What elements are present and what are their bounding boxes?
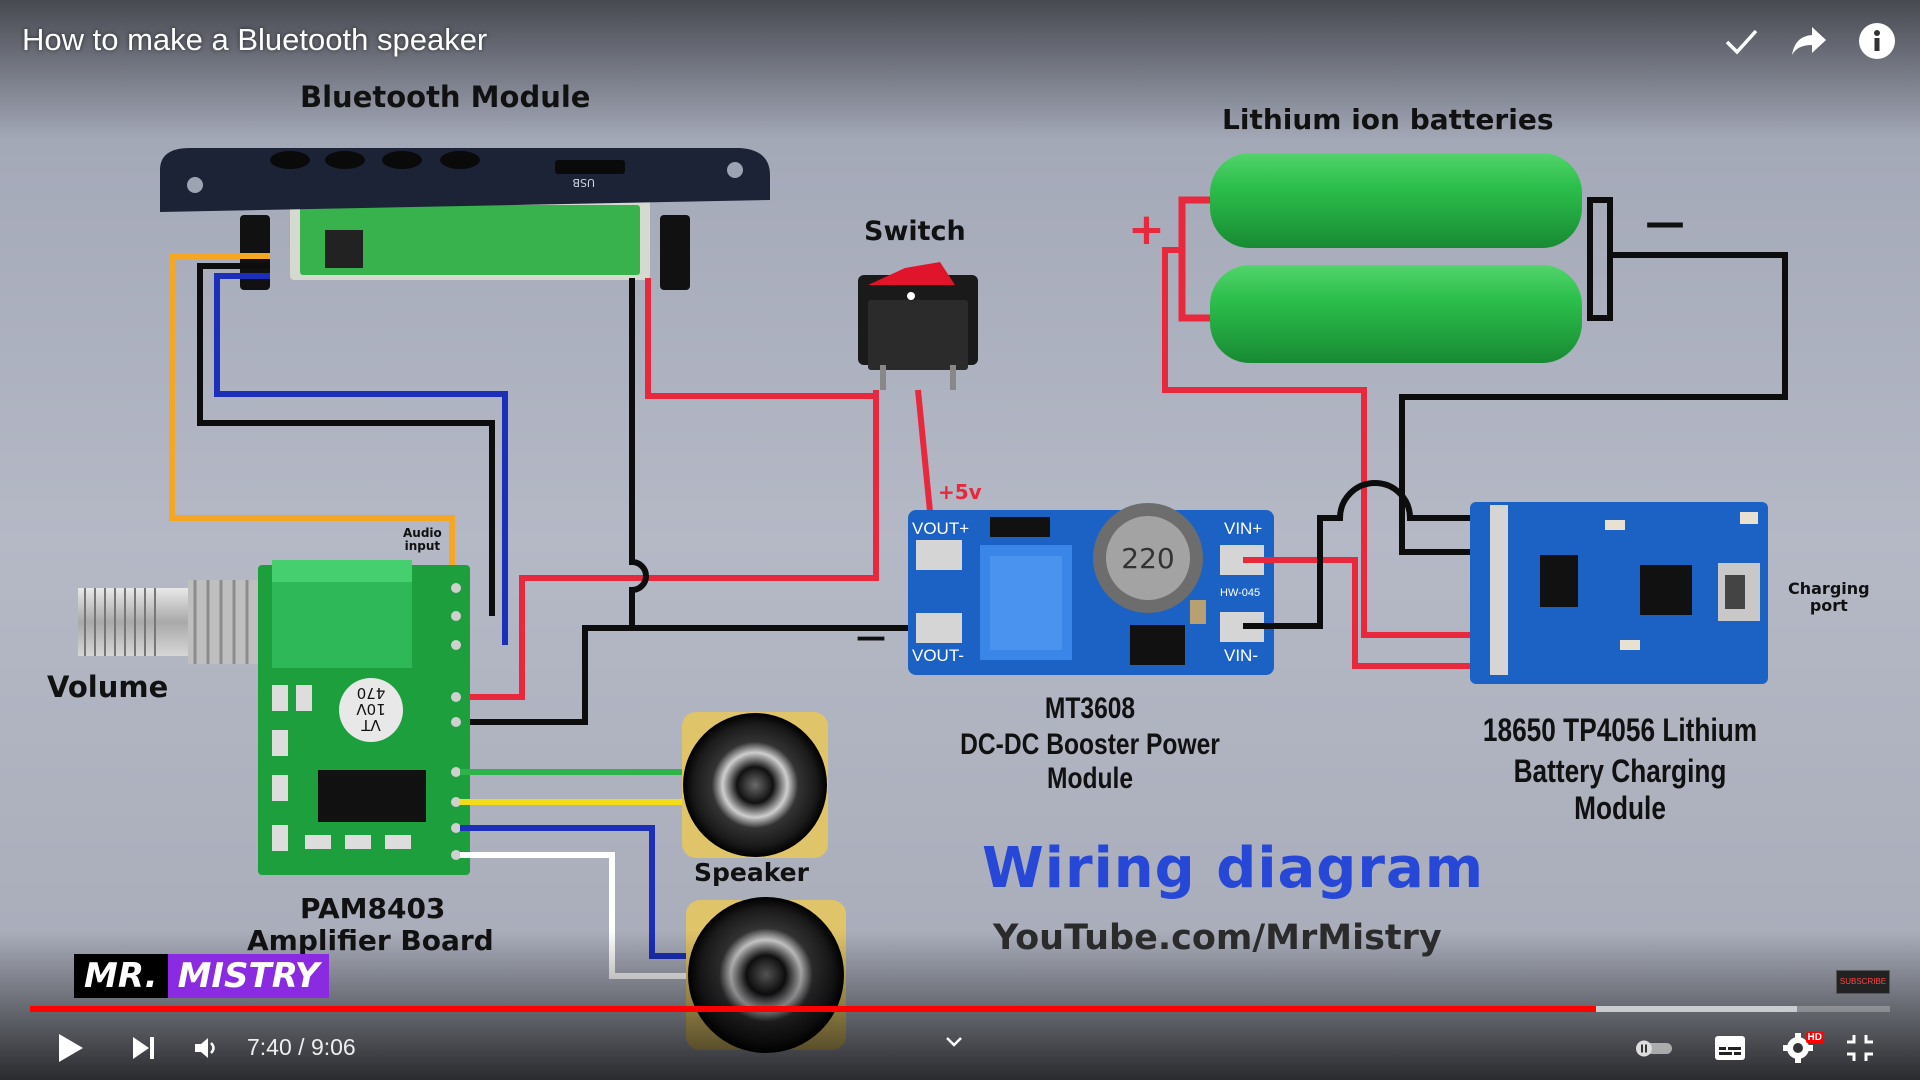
settings-button[interactable]: HD (1776, 1028, 1824, 1068)
share-button[interactable] (1788, 20, 1830, 62)
speaker-top (682, 712, 828, 858)
info-button[interactable] (1856, 20, 1898, 62)
mute-button[interactable] (188, 1030, 224, 1066)
booster-minus-label: — (856, 620, 886, 655)
volume-icon (195, 1038, 215, 1058)
info-icon (1859, 23, 1895, 59)
tp4056-charging-module (1470, 502, 1768, 684)
current-time: 7:40 (247, 1034, 292, 1060)
speaker-bottom (686, 897, 846, 1053)
battery-minus-label: — (1645, 200, 1685, 246)
charging-port-label: Charging port (1788, 579, 1870, 615)
autoplay-toggle[interactable] (1632, 1036, 1676, 1060)
exit-fullscreen-button[interactable] (1840, 1030, 1880, 1066)
cap-label-1: VT (360, 716, 380, 734)
blue-wire (214, 273, 508, 645)
orange-wire (169, 253, 455, 588)
vout-plus-label: VOUT+ (912, 519, 969, 538)
battery-plus-label: + (1128, 204, 1165, 255)
chevron-down-icon (946, 1037, 962, 1047)
mt3608-label: MT3608 (1044, 692, 1136, 725)
wiring-diagram-title: Wiring diagram (982, 836, 1485, 901)
black-wire (1243, 480, 1507, 629)
subscribe-watermark[interactable]: SUBSCRIBE (1836, 970, 1890, 994)
black-wire (460, 278, 649, 725)
top-actions (1720, 20, 1898, 62)
hd-badge: HD (1805, 1032, 1824, 1043)
cap-label-3: 470 (357, 684, 386, 702)
time-separator: / (291, 1034, 311, 1060)
mt3608-booster-module: 220 VOUT+ VOUT- VIN+ VIN- HW-045 (908, 503, 1274, 675)
next-button[interactable] (124, 1030, 164, 1066)
bluetooth-module-label: Bluetooth Module (300, 80, 591, 114)
black-wire (1399, 252, 1788, 555)
volume-potentiometer (78, 580, 268, 664)
progress-played (30, 1006, 1597, 1012)
duration: 9:06 (310, 1034, 356, 1060)
autoplay-toggle-icon (1636, 1040, 1672, 1057)
audio-input-label: Audio input (403, 526, 442, 553)
tp4056-label-line2: Battery Charging Module (1513, 753, 1727, 826)
checkmark-icon (1725, 29, 1758, 55)
brand-mr: MR. (74, 954, 168, 998)
subtitles-icon (1715, 1036, 1745, 1060)
exit-fullscreen-icon (1847, 1035, 1873, 1061)
red-wire (460, 278, 879, 700)
progress-bar[interactable] (30, 1006, 1890, 1012)
bluetooth-module: USB (160, 148, 770, 290)
pam8403-label: PAM8403 (300, 892, 446, 925)
watch-later-button[interactable] (1720, 20, 1762, 62)
subtitles-button[interactable] (1710, 1030, 1750, 1066)
vout-minus-label: VOUT- (912, 646, 964, 665)
vin-minus-label: VIN- (1224, 646, 1258, 665)
lithium-batteries (1210, 153, 1613, 363)
share-icon (1792, 27, 1826, 55)
vin-plus-label: VIN+ (1224, 519, 1262, 538)
black-wire (197, 263, 495, 616)
channel-brand-watermark: MR. MISTRY (74, 954, 330, 998)
cap-label-2: 10V (356, 700, 386, 718)
lithium-batteries-label: Lithium ion batteries (1222, 103, 1554, 136)
volume-label: Volume (47, 670, 169, 704)
red-wire (1243, 557, 1507, 669)
rocker-switch (858, 262, 978, 390)
amplifier-board-label: Amplifier Board (247, 924, 494, 957)
booster-description-label: DC-DC Booster Power Module (960, 728, 1220, 795)
channel-url: YouTube.com/MrMistry (993, 918, 1442, 958)
speaker-label: Speaker (694, 858, 809, 887)
inductor-label: 220 (1121, 542, 1174, 575)
booster-model-label: HW-045 (1220, 587, 1260, 599)
usb-label: USB (572, 176, 595, 189)
tp4056-label-line1: 18650 TP4056 Lithium (1482, 712, 1758, 748)
play-button[interactable] (50, 1028, 90, 1068)
red-wire (1162, 247, 1506, 638)
plus-5v-label: +5v (938, 480, 982, 504)
chapter-menu-button[interactable] (944, 1030, 964, 1054)
next-icon (133, 1037, 154, 1059)
pam8403-amplifier-board: VT 10V 470 (258, 560, 470, 875)
settings-icon (1783, 1033, 1813, 1063)
time-display: 7:40 / 9:06 (247, 1034, 356, 1061)
play-icon (59, 1034, 83, 1062)
video-title[interactable]: How to make a Bluetooth speaker (22, 22, 488, 57)
brand-mistry: MISTRY (167, 954, 330, 998)
switch-label: Switch (864, 216, 966, 247)
